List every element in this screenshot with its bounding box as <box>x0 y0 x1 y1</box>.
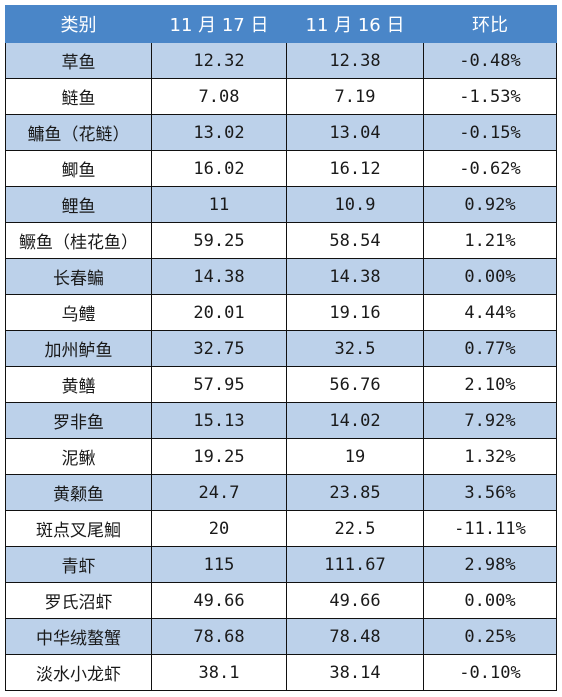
cell-price-nov-17: 13.02 <box>151 114 287 151</box>
cell-change: 4.44% <box>423 294 557 331</box>
table-row: 青虾 115 111.67 2.98% <box>5 546 557 583</box>
cell-category: 中华绒螯蟹 <box>5 618 152 655</box>
cell-price-nov-17: 24.7 <box>151 474 287 511</box>
table-row: 罗氏沼虾 49.66 49.66 0.00% <box>5 582 557 619</box>
table-row: 鲢鱼 7.08 7.19 -1.53% <box>5 78 557 115</box>
cell-price-nov-17: 16.02 <box>151 150 287 187</box>
table-row: 斑点叉尾鮰 20 22.5 -11.11% <box>5 510 557 547</box>
table-row: 黄鳝 57.95 56.76 2.10% <box>5 366 557 403</box>
cell-price-nov-16: 78.48 <box>286 618 424 655</box>
cell-category: 罗非鱼 <box>5 402 152 439</box>
header-nov-16: 11 月 16 日 <box>286 5 424 43</box>
cell-change: -11.11% <box>423 510 557 547</box>
cell-category: 淡水小龙虾 <box>5 654 152 691</box>
cell-change: 3.56% <box>423 474 557 511</box>
cell-category: 草鱼 <box>5 42 152 79</box>
cell-change: -0.48% <box>423 42 557 79</box>
cell-category: 加州鲈鱼 <box>5 330 152 367</box>
cell-category: 长春鳊 <box>5 258 152 295</box>
table-row: 加州鲈鱼 32.75 32.5 0.77% <box>5 330 557 367</box>
cell-price-nov-16: 13.04 <box>286 114 424 151</box>
cell-price-nov-17: 7.08 <box>151 78 287 115</box>
table-row: 鳜鱼（桂花鱼） 59.25 58.54 1.21% <box>5 222 557 259</box>
cell-price-nov-16: 58.54 <box>286 222 424 259</box>
cell-price-nov-17: 14.38 <box>151 258 287 295</box>
cell-category: 鲢鱼 <box>5 78 152 115</box>
cell-category: 黄鳝 <box>5 366 152 403</box>
header-change: 环比 <box>423 5 557 43</box>
cell-price-nov-17: 20 <box>151 510 287 547</box>
cell-category: 斑点叉尾鮰 <box>5 510 152 547</box>
table-row: 长春鳊 14.38 14.38 0.00% <box>5 258 557 295</box>
cell-price-nov-16: 19.16 <box>286 294 424 331</box>
cell-category: 罗氏沼虾 <box>5 582 152 619</box>
cell-price-nov-17: 11 <box>151 186 287 223</box>
cell-change: 2.10% <box>423 366 557 403</box>
price-table-container: 类别 11 月 17 日 11 月 16 日 环比 草鱼 12.32 12.38 -0… <box>5 5 557 691</box>
table-row: 中华绒螯蟹 78.68 78.48 0.25% <box>5 618 557 655</box>
cell-category: 乌鳢 <box>5 294 152 331</box>
cell-price-nov-17: 12.32 <box>151 42 287 79</box>
cell-price-nov-17: 15.13 <box>151 402 287 439</box>
cell-price-nov-16: 38.14 <box>286 654 424 691</box>
cell-price-nov-16: 12.38 <box>286 42 424 79</box>
cell-price-nov-16: 16.12 <box>286 150 424 187</box>
table-row: 黄颡鱼 24.7 23.85 3.56% <box>5 474 557 511</box>
cell-change: 7.92% <box>423 402 557 439</box>
cell-price-nov-16: 10.9 <box>286 186 424 223</box>
cell-price-nov-16: 23.85 <box>286 474 424 511</box>
cell-price-nov-17: 32.75 <box>151 330 287 367</box>
cell-change: -0.15% <box>423 114 557 151</box>
table-header-row: 类别 11 月 17 日 11 月 16 日 环比 <box>5 5 557 43</box>
cell-change: 0.92% <box>423 186 557 223</box>
cell-category: 鲫鱼 <box>5 150 152 187</box>
cell-change: 0.00% <box>423 582 557 619</box>
table-body: 草鱼 12.32 12.38 -0.48% 鲢鱼 7.08 7.19 -1.53% 鳙鱼（花鲢）… <box>5 42 557 691</box>
table-row: 乌鳢 20.01 19.16 4.44% <box>5 294 557 331</box>
cell-price-nov-17: 59.25 <box>151 222 287 259</box>
table-row: 鲤鱼 11 10.9 0.92% <box>5 186 557 223</box>
cell-change: 2.98% <box>423 546 557 583</box>
cell-change: 0.77% <box>423 330 557 367</box>
cell-price-nov-17: 115 <box>151 546 287 583</box>
cell-category: 泥鳅 <box>5 438 152 475</box>
cell-price-nov-16: 14.38 <box>286 258 424 295</box>
cell-price-nov-16: 19 <box>286 438 424 475</box>
cell-price-nov-16: 111.67 <box>286 546 424 583</box>
cell-price-nov-16: 7.19 <box>286 78 424 115</box>
header-category: 类别 <box>5 5 152 43</box>
cell-category: 鲤鱼 <box>5 186 152 223</box>
cell-change: 0.00% <box>423 258 557 295</box>
cell-price-nov-17: 38.1 <box>151 654 287 691</box>
cell-change: -0.62% <box>423 150 557 187</box>
cell-price-nov-16: 14.02 <box>286 402 424 439</box>
cell-change: -1.53% <box>423 78 557 115</box>
price-table: 类别 11 月 17 日 11 月 16 日 环比 草鱼 12.32 12.38 -0… <box>5 5 557 691</box>
cell-category: 黄颡鱼 <box>5 474 152 511</box>
cell-price-nov-17: 57.95 <box>151 366 287 403</box>
table-row: 鳙鱼（花鲢） 13.02 13.04 -0.15% <box>5 114 557 151</box>
cell-price-nov-17: 20.01 <box>151 294 287 331</box>
table-row: 鲫鱼 16.02 16.12 -0.62% <box>5 150 557 187</box>
table-row: 罗非鱼 15.13 14.02 7.92% <box>5 402 557 439</box>
cell-change: 0.25% <box>423 618 557 655</box>
cell-price-nov-16: 49.66 <box>286 582 424 619</box>
cell-category: 鳙鱼（花鲢） <box>5 114 152 151</box>
table-row: 泥鳅 19.25 19 1.32% <box>5 438 557 475</box>
header-nov-17: 11 月 17 日 <box>151 5 287 43</box>
table-row: 草鱼 12.32 12.38 -0.48% <box>5 42 557 79</box>
cell-category: 鳜鱼（桂花鱼） <box>5 222 152 259</box>
table-row: 淡水小龙虾 38.1 38.14 -0.10% <box>5 654 557 691</box>
cell-price-nov-17: 49.66 <box>151 582 287 619</box>
cell-price-nov-17: 19.25 <box>151 438 287 475</box>
cell-price-nov-17: 78.68 <box>151 618 287 655</box>
cell-change: 1.32% <box>423 438 557 475</box>
cell-change: 1.21% <box>423 222 557 259</box>
cell-change: -0.10% <box>423 654 557 691</box>
cell-price-nov-16: 32.5 <box>286 330 424 367</box>
cell-price-nov-16: 22.5 <box>286 510 424 547</box>
cell-price-nov-16: 56.76 <box>286 366 424 403</box>
cell-category: 青虾 <box>5 546 152 583</box>
